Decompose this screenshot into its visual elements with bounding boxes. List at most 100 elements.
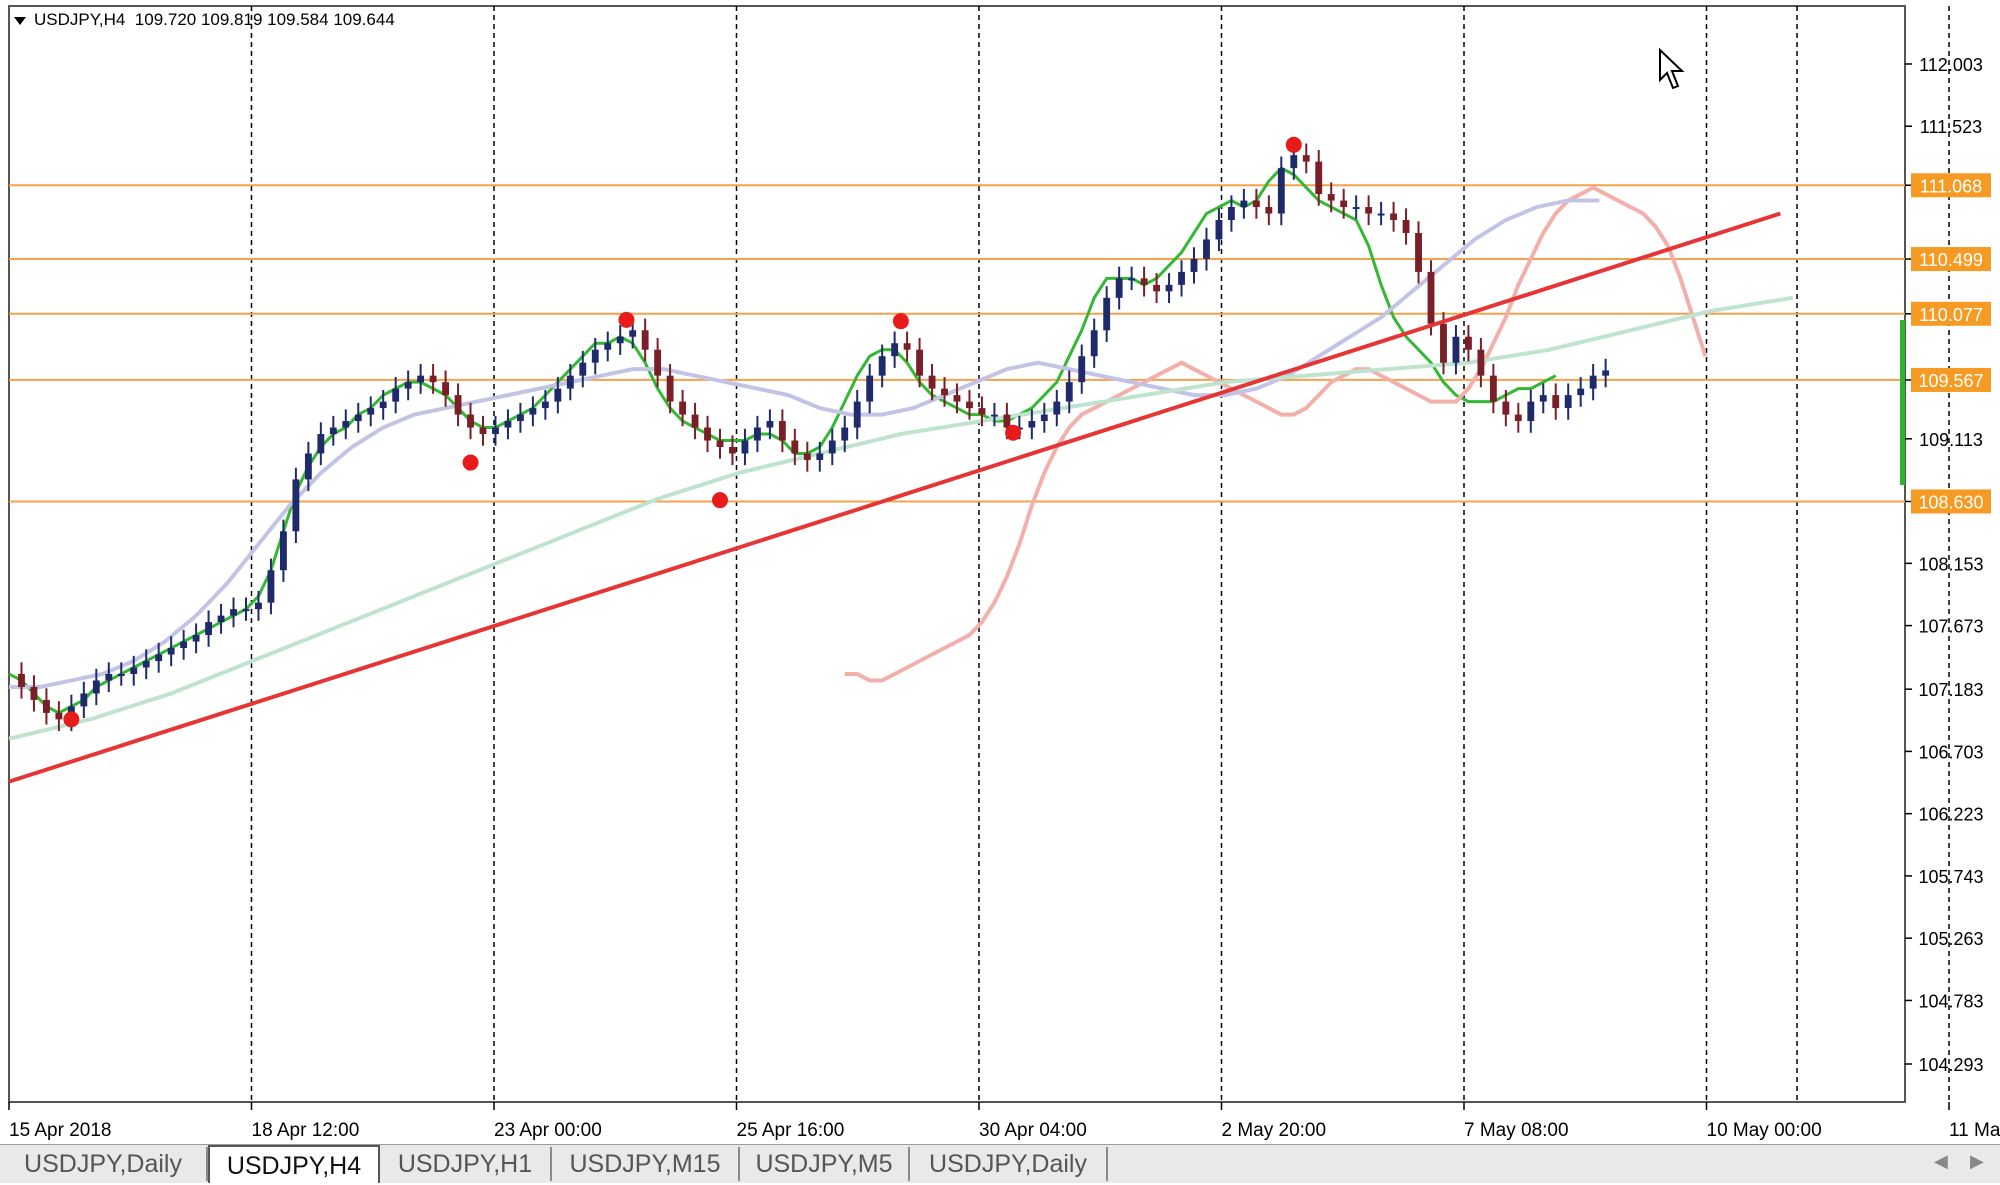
candle-bull xyxy=(380,402,387,408)
scroll-left-icon[interactable]: ◀ xyxy=(1934,1151,1948,1172)
chart-tab-bar: USDJPY,Daily USDJPY,H4 USDJPY,H1 USDJPY,… xyxy=(0,1144,2000,1183)
candle-bull xyxy=(180,642,187,648)
candle-bull xyxy=(417,376,424,382)
candle-bull xyxy=(829,441,836,454)
candle-bear xyxy=(1253,201,1260,207)
candle-bear xyxy=(55,713,62,719)
candle-bull xyxy=(405,382,412,388)
y-tick-label: 106.223 xyxy=(1918,805,1983,825)
pivot-point-marker xyxy=(463,455,479,471)
pivot-point-marker xyxy=(618,312,634,328)
candle-bear xyxy=(642,330,649,349)
dropdown-triangle-icon[interactable] xyxy=(14,17,26,25)
level-price-label: 110.077 xyxy=(1919,305,1983,325)
candle-bear xyxy=(1315,162,1322,194)
x-tick-label: 7 May 08:00 xyxy=(1464,1120,1569,1141)
candle-bull xyxy=(1128,278,1135,280)
level-price-label: 109.567 xyxy=(1918,371,1983,391)
chart-ohlc: 109.720 109.819 109.584 109.644 xyxy=(135,10,395,29)
tab-usdjpy-m5[interactable]: USDJPY,M5 xyxy=(740,1147,910,1181)
candle-bear xyxy=(779,421,786,440)
candle-bear xyxy=(717,441,724,447)
candle-bear xyxy=(1003,415,1010,428)
candle-bull xyxy=(330,428,337,434)
candle-bull xyxy=(342,421,349,427)
x-tick-label: 23 Apr 00:00 xyxy=(494,1120,602,1141)
candle-bull xyxy=(168,648,175,654)
tab-usdjpy-h1[interactable]: USDJPY,H1 xyxy=(380,1147,552,1181)
candle-bull xyxy=(1353,207,1360,209)
candle-bull xyxy=(105,674,112,680)
candle-bull xyxy=(1103,298,1110,330)
candle-bear xyxy=(929,376,936,389)
y-tick-label: 104.293 xyxy=(1918,1055,1983,1075)
candle-bull xyxy=(1240,201,1247,207)
x-tick-label: 2 May 20:00 xyxy=(1222,1120,1327,1141)
candle-bull xyxy=(317,434,324,453)
tab-label: USDJPY,Daily xyxy=(24,1150,182,1178)
x-axis: 15 Apr 2018 18 Apr 12:00 23 Apr 00:00 25 Ap… xyxy=(9,1102,2000,1141)
candle-bull xyxy=(367,408,374,414)
x-tick-label: 11 May 16:00 xyxy=(1949,1120,2000,1141)
candle-bull xyxy=(816,453,823,459)
candle-bear xyxy=(1365,207,1372,213)
pivot-point-marker xyxy=(712,492,728,508)
candle-bull xyxy=(754,428,761,441)
candle-bear xyxy=(1328,194,1335,200)
candle-bull xyxy=(617,337,624,343)
x-tick-label: 18 Apr 12:00 xyxy=(252,1120,360,1141)
candle-bull xyxy=(742,441,749,454)
tab-usdjpy-daily[interactable]: USDJPY,Daily xyxy=(0,1147,208,1181)
x-tick-label: 30 Apr 04:00 xyxy=(979,1120,1087,1141)
candle-bear xyxy=(1390,214,1397,220)
tab-usdjpy-h4[interactable]: USDJPY,H4 xyxy=(208,1145,380,1183)
candle-bear xyxy=(1552,395,1559,408)
candle-bull xyxy=(1577,389,1584,395)
candle-bull xyxy=(230,609,237,615)
y-tick-label: 107.673 xyxy=(1918,617,1983,637)
candle-bull xyxy=(604,343,611,349)
y-tick-label: 104.783 xyxy=(1918,991,1983,1011)
candle-bull xyxy=(1290,155,1297,168)
candle-bear xyxy=(467,415,474,428)
candle-bull xyxy=(305,453,312,479)
candle-bull xyxy=(629,330,636,336)
x-tick-label: 25 Apr 16:00 xyxy=(737,1120,845,1141)
candle-bear xyxy=(1490,376,1497,402)
y-tick-label: 106.703 xyxy=(1918,742,1983,762)
candle-bull xyxy=(93,680,100,693)
candle-bull xyxy=(1116,278,1123,297)
candle-bull xyxy=(280,531,287,570)
candle-bull xyxy=(1216,220,1223,239)
y-tick-label: 105.263 xyxy=(1918,929,1983,949)
candle-bear xyxy=(904,343,911,349)
candle-bull xyxy=(1041,415,1048,421)
candle-bull xyxy=(118,674,125,676)
candle-bull xyxy=(1378,214,1385,216)
candle-bull xyxy=(879,356,886,375)
candle-bear xyxy=(916,350,923,376)
chart-title: USDJPY,H4 109.720 109.819 109.584 109.64… xyxy=(14,10,395,30)
pivot-point-marker xyxy=(893,313,909,329)
tab-usdjpy-m15[interactable]: USDJPY,M15 xyxy=(552,1147,740,1181)
y-tick-label: 108.153 xyxy=(1918,554,1983,574)
candle-bear xyxy=(18,674,25,687)
candle-bear xyxy=(667,376,674,402)
candle-bull xyxy=(1228,207,1235,220)
candle-bear xyxy=(791,441,798,454)
candle-bear xyxy=(43,700,50,713)
candle-bear xyxy=(966,402,973,408)
scroll-right-icon[interactable]: ▶ xyxy=(1970,1151,1984,1172)
candle-bear xyxy=(1265,207,1272,213)
candle-bear xyxy=(1303,155,1310,161)
candle-bull xyxy=(891,343,898,356)
chart-canvas[interactable]: 112.003111.523111.068110.499110.077109.5… xyxy=(0,0,2000,1144)
candle-bull xyxy=(255,603,262,609)
tab-label: USDJPY,Daily xyxy=(929,1150,1087,1178)
x-tick-label: 15 Apr 2018 xyxy=(9,1120,111,1141)
pivot-point-marker xyxy=(1005,425,1021,441)
tab-usdjpy-daily-2[interactable]: USDJPY,Daily xyxy=(910,1147,1108,1181)
candle-bear xyxy=(954,395,961,401)
level-price-label: 111.068 xyxy=(1920,176,1982,196)
candle-bull xyxy=(292,479,299,531)
